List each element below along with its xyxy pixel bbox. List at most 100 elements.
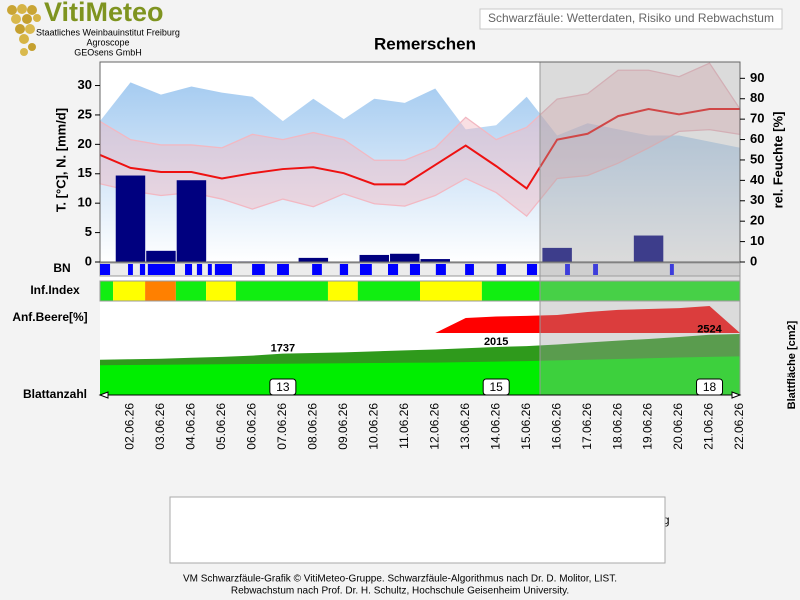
leaf-wetness xyxy=(207,264,212,275)
leaf-wetness xyxy=(196,264,203,275)
precipitation-bar xyxy=(633,235,664,262)
y-tick-label: 5 xyxy=(85,224,92,239)
row-label: Anf.Beere[%] xyxy=(12,310,87,324)
infection-index xyxy=(481,281,541,301)
y-tick-label: 10 xyxy=(78,195,92,210)
leaf-wetness xyxy=(185,264,193,275)
y2-tick-label: 30 xyxy=(750,192,764,207)
leaf-wetness xyxy=(465,264,474,275)
row-label: Inf.Index xyxy=(30,283,80,297)
arrow-right xyxy=(731,391,742,399)
leaf-count-label: 13 xyxy=(276,380,290,394)
x-tick-label: 06.06.26 xyxy=(245,403,259,450)
chart-layer xyxy=(99,62,741,395)
leaf-area-label: 2524 xyxy=(697,324,722,336)
precipitation-bar xyxy=(420,259,450,262)
x-tick-label: 07.06.26 xyxy=(275,403,289,450)
plot-frame xyxy=(99,61,741,263)
arrow-left xyxy=(98,391,109,399)
legend-box xyxy=(169,496,666,564)
leaf-count-marker xyxy=(696,378,724,396)
infection-index xyxy=(175,281,207,301)
row-label: BN xyxy=(53,261,70,275)
row-label: Blattanzahl xyxy=(23,387,87,401)
x-tick-label: 18.06.26 xyxy=(610,403,624,450)
leaf-area-label: 2015 xyxy=(484,336,508,348)
logo-text: VitiMeteo xyxy=(44,0,164,27)
x-tick-label: 20.06.26 xyxy=(671,403,685,450)
leaf-wetness xyxy=(252,264,265,275)
x-tick-label: 16.06.26 xyxy=(549,403,563,450)
x-tick-label: 04.06.26 xyxy=(184,403,198,450)
precipitation-bar xyxy=(542,247,572,262)
x-tick-label: 12.06.26 xyxy=(427,403,441,450)
infection-index xyxy=(206,281,236,301)
y-axis-title: T. [°C], N. [mm/d] xyxy=(53,108,68,212)
leaf-wetness xyxy=(100,264,111,275)
leaf-wetness xyxy=(139,264,146,275)
leaf-count-marker xyxy=(269,378,297,396)
leaf-wetness xyxy=(388,264,399,275)
infection-index xyxy=(113,281,146,301)
y2-tick-label: 50 xyxy=(750,151,764,166)
x-tick-label: 05.06.26 xyxy=(214,403,228,450)
leaf-wetness xyxy=(277,264,289,275)
leaf-count-marker xyxy=(482,378,510,396)
x-tick-label: 03.06.26 xyxy=(153,403,167,450)
leaf-wetness xyxy=(409,264,420,275)
x-tick-label: 08.06.26 xyxy=(306,403,320,450)
footer: VM Schwarzfäule-Grafik © VitiMeteo-Grupp… xyxy=(183,574,617,585)
leaf-wetness xyxy=(669,264,674,275)
y2-tick-label: 60 xyxy=(750,131,764,146)
y-tick-label: 25 xyxy=(78,106,92,121)
y2-tick-label: 90 xyxy=(750,70,764,85)
logo-line: Agroscope xyxy=(86,37,129,47)
x-tick-label: 17.06.26 xyxy=(580,403,594,450)
infection-index xyxy=(235,281,328,301)
leaf-wetness xyxy=(339,264,349,275)
leaf-wetness xyxy=(128,264,133,275)
leaf-wetness xyxy=(593,264,598,275)
y2-tick-label: 80 xyxy=(750,90,764,105)
infection-index xyxy=(420,281,482,301)
temp-mean-line xyxy=(99,108,740,190)
precipitation-bar xyxy=(359,254,390,262)
y2-axis-title: rel. Feuchte [%] xyxy=(770,112,785,209)
y2-tick-label: 20 xyxy=(750,213,764,228)
leaf-wetness xyxy=(359,264,372,275)
x-tick-label: 09.06.26 xyxy=(336,403,350,450)
leaf-count-label: 15 xyxy=(490,380,504,394)
x-tick-label: 19.06.26 xyxy=(641,403,655,450)
y2-tick-label: 10 xyxy=(750,233,764,248)
berry-area xyxy=(100,306,740,333)
forecast-overlay xyxy=(539,61,741,396)
y-tick-label: 15 xyxy=(78,165,92,180)
y2-tick-label: 40 xyxy=(750,172,764,187)
y2-tick-label: 0 xyxy=(750,253,757,268)
logo-grapes xyxy=(7,4,41,56)
leaf-count-label: 18 xyxy=(703,380,717,394)
leaf-wetness xyxy=(496,264,506,275)
x-tick-label: 15.06.26 xyxy=(519,403,533,450)
leaf-wetness xyxy=(565,264,570,275)
precipitation-bar xyxy=(390,253,420,262)
leaf-wetness xyxy=(526,264,538,275)
logo-line: GEOsens GmbH xyxy=(74,47,142,57)
precipitation-bar xyxy=(146,250,176,262)
y2-tick-label: 70 xyxy=(750,111,764,126)
y-tick-label: 20 xyxy=(78,136,92,151)
leaf-area-growing xyxy=(100,356,740,395)
leaf-area-title: Blattfläche [cm2] xyxy=(786,320,798,409)
humidity-area xyxy=(100,82,740,262)
leaf-wetness xyxy=(147,264,175,275)
x-tick-label: 02.06.26 xyxy=(123,403,137,450)
x-tick-label: 11.06.26 xyxy=(397,403,411,449)
x-tick-label: 22.06.26 xyxy=(732,403,746,450)
subtitle: Schwarzfäule: Wetterdaten, Risiko und Re… xyxy=(488,11,774,25)
precipitation-bar xyxy=(176,180,207,262)
footer: Rebwachstum nach Prof. Dr. H. Schultz, H… xyxy=(231,586,569,597)
leaf-area-label: 1737 xyxy=(271,342,295,354)
chart-title: Remerschen xyxy=(374,34,476,53)
x-tick-label: 10.06.26 xyxy=(366,403,380,450)
